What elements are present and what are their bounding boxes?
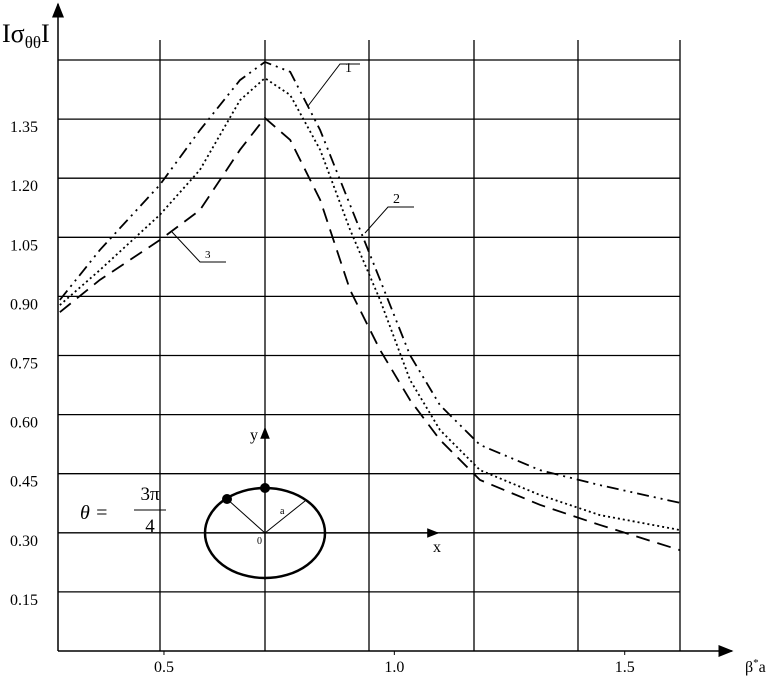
series-leader — [364, 206, 414, 234]
y-tick-label: 0.15 — [10, 592, 38, 609]
x-tick-label: 1.0 — [384, 659, 404, 676]
series-name: 3 — [205, 249, 211, 261]
y-tick-label: 0.30 — [10, 533, 38, 550]
series-leader — [307, 63, 360, 107]
y-tick-label: 1.20 — [10, 178, 38, 195]
line-series — [59, 60, 681, 504]
inset-x: x — [433, 539, 441, 556]
inset-y: y — [250, 427, 258, 444]
y-tick-label: 0.75 — [10, 356, 38, 373]
x-tick-label: 0.5 — [154, 659, 174, 676]
y-tick-label: 0.60 — [10, 415, 38, 432]
vertical-grid — [159, 40, 681, 651]
y-tick-label: 0.90 — [10, 296, 38, 313]
series-name: 2 — [393, 192, 400, 207]
y-tick-label: 1.35 — [10, 119, 38, 136]
series-name: 1 — [345, 61, 352, 76]
x-tick-label: 1.5 — [615, 659, 635, 676]
formula-numerator: 3π — [140, 484, 160, 505]
x-axis-label: β*a — [745, 657, 766, 676]
inset: y x 0 a θ = 3π 4 — [80, 426, 441, 580]
y-axis-label: IσθθI — [2, 19, 50, 52]
inset-radius: a — [280, 506, 285, 517]
formula-denominator: 4 — [145, 516, 155, 537]
formula-lhs: θ = — [80, 502, 108, 524]
inset-origin: 0 — [257, 536, 262, 547]
series-leader — [171, 231, 226, 263]
line-series — [59, 76, 681, 531]
y-tick-label: 1.05 — [10, 237, 38, 254]
y-tick-label: 0.45 — [10, 474, 38, 491]
